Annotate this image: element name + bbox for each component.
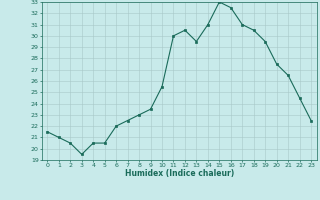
X-axis label: Humidex (Indice chaleur): Humidex (Indice chaleur) (124, 169, 234, 178)
